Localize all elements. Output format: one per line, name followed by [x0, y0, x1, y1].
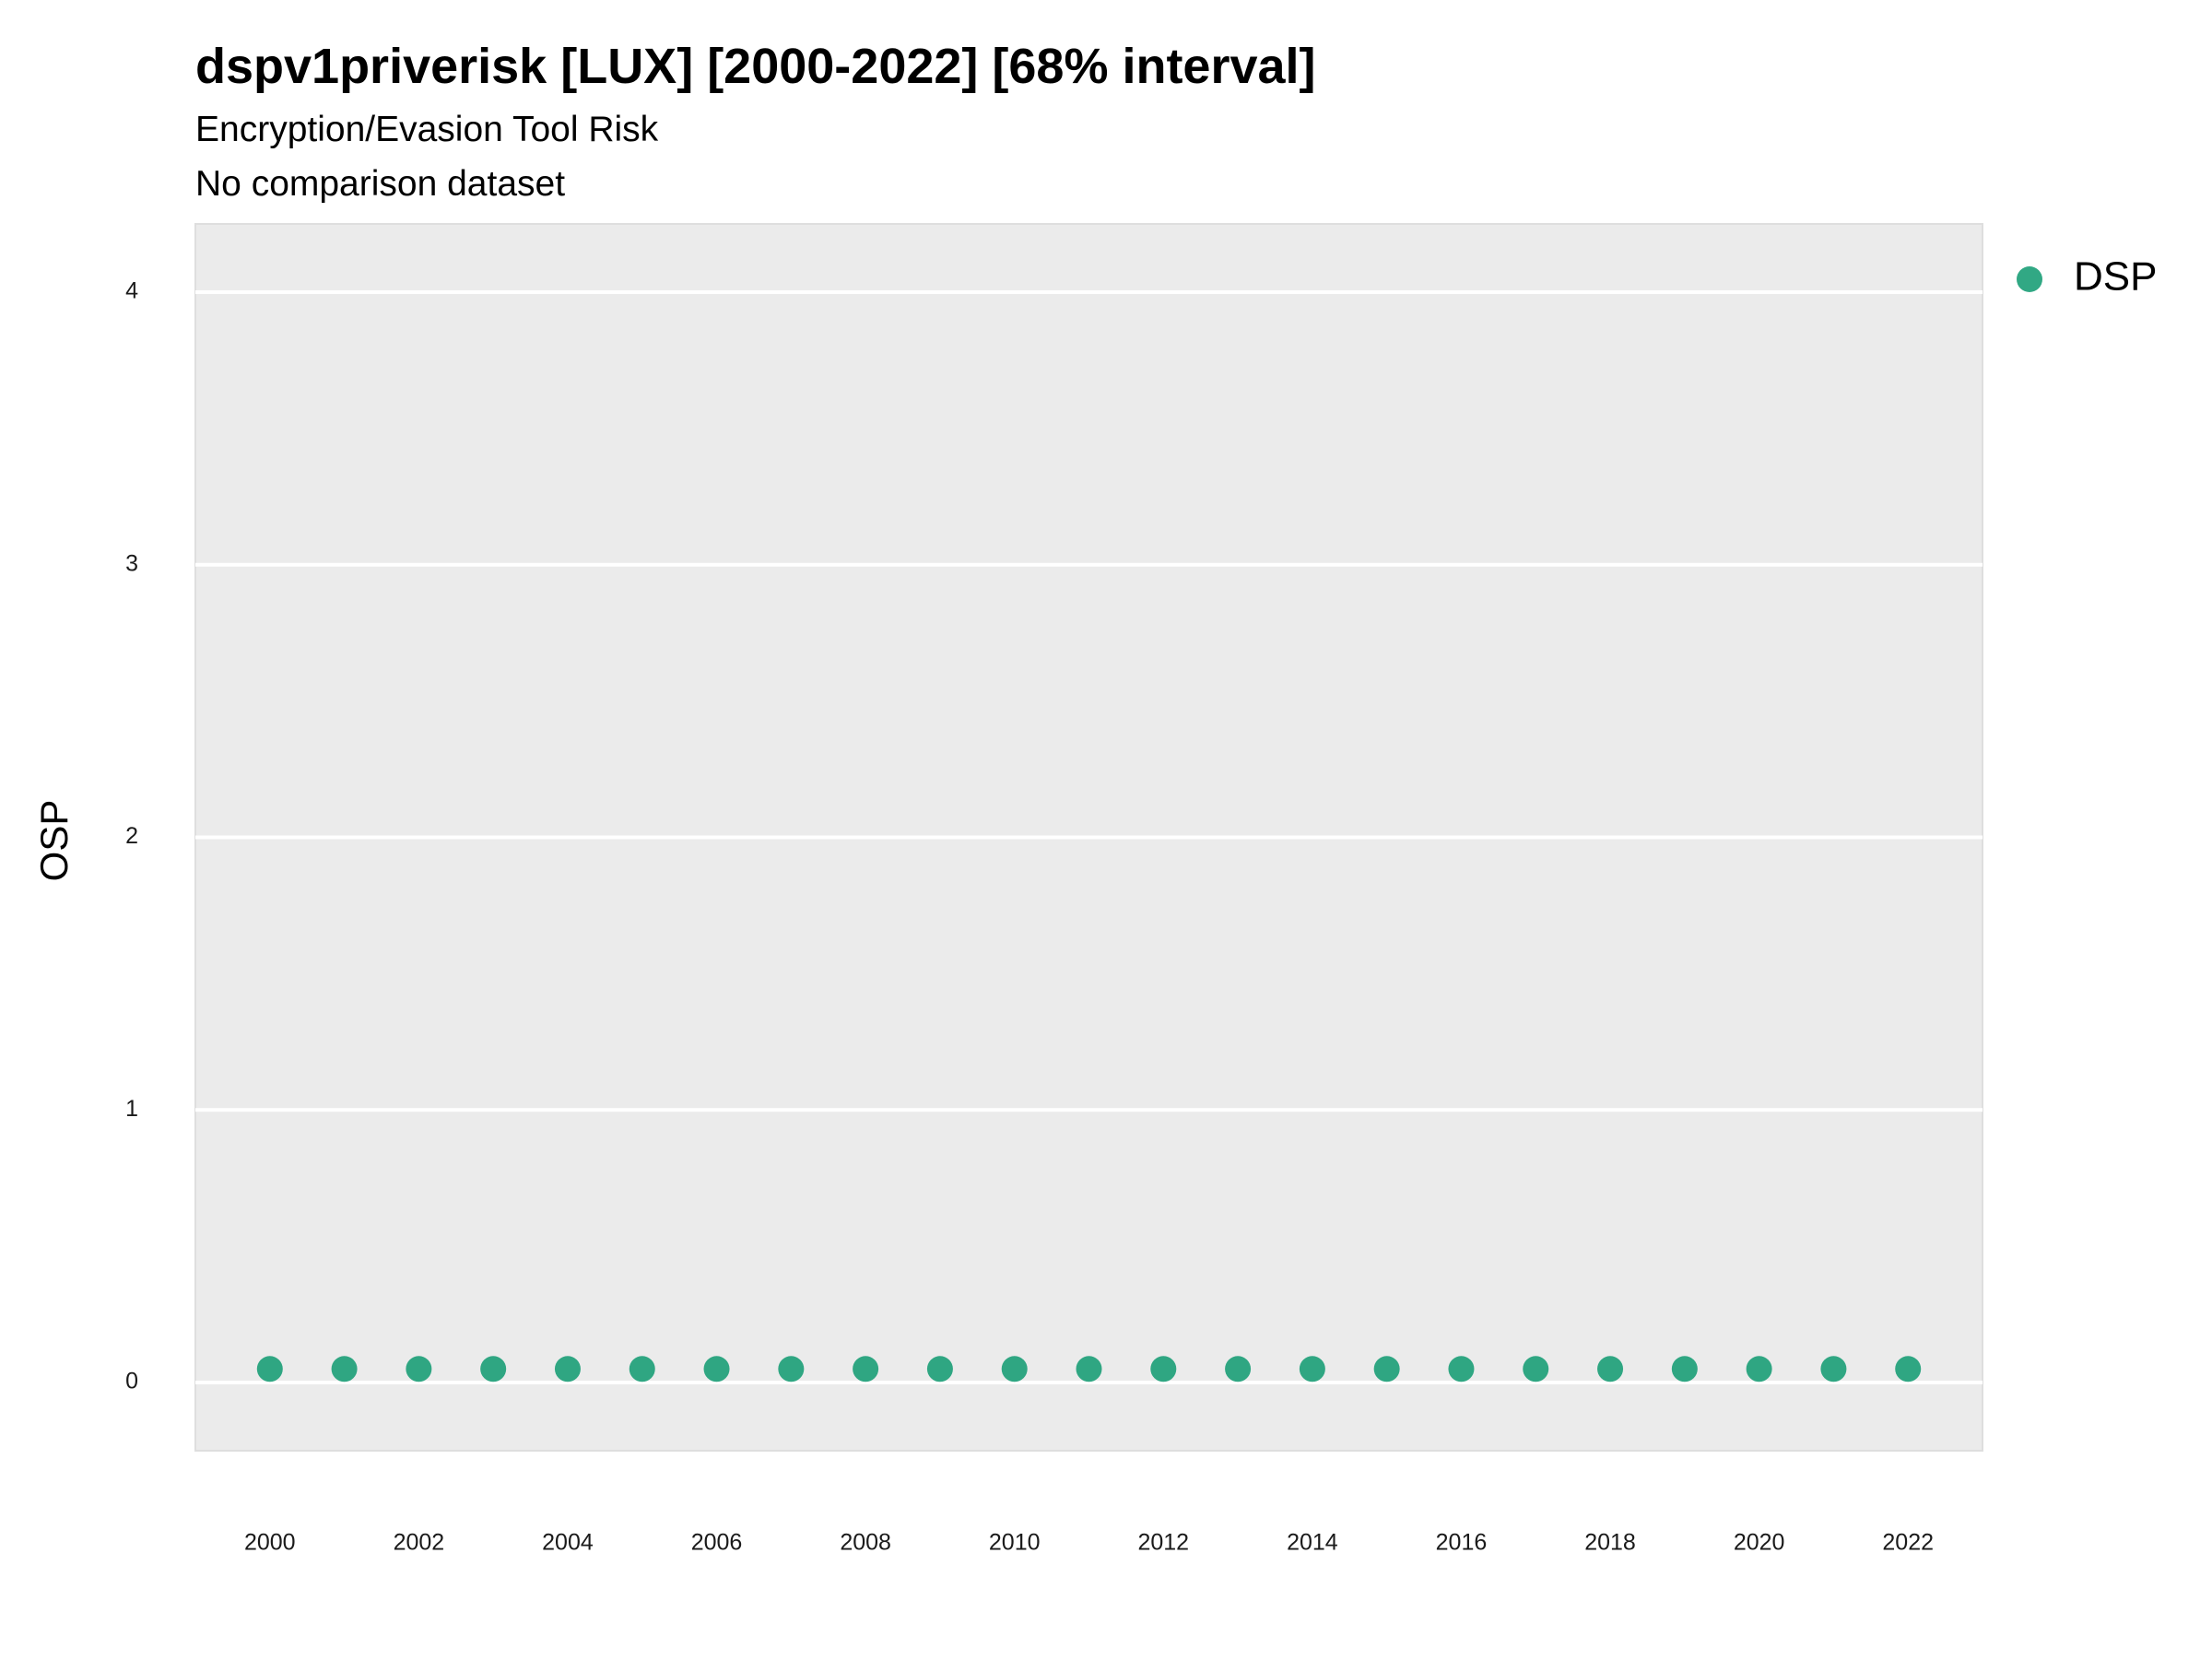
data-point [1373, 1356, 1400, 1382]
data-point [1895, 1356, 1922, 1382]
y-axis-title: OSP [32, 800, 76, 882]
x-tick-label: 2004 [542, 1530, 594, 1556]
x-tick-label: 2022 [1882, 1530, 1934, 1556]
data-point [629, 1356, 655, 1382]
chart-title: dspv1priverisk [LUX] [2000-2022] [68% in… [195, 39, 1316, 94]
x-tick-label: 2002 [394, 1530, 445, 1556]
y-tick-label: 4 [125, 278, 138, 304]
x-tick-label: 2006 [691, 1530, 743, 1556]
data-point [1671, 1356, 1698, 1382]
data-point [554, 1356, 581, 1382]
data-point [331, 1356, 358, 1382]
y-tick-label: 2 [125, 823, 138, 849]
x-tick-label: 2012 [1137, 1530, 1189, 1556]
legend-marker [2017, 266, 2042, 292]
x-tick-label: 2008 [840, 1530, 891, 1556]
data-point [1597, 1356, 1624, 1382]
data-point [1299, 1356, 1325, 1382]
data-point [256, 1356, 283, 1382]
chart-subtitle: Encryption/Evasion Tool Risk [195, 110, 659, 149]
data-point [778, 1356, 805, 1382]
y-tick-label: 1 [125, 1096, 138, 1122]
data-point [1225, 1356, 1252, 1382]
y-tick-label: 0 [125, 1369, 138, 1394]
x-tick-label: 2016 [1436, 1530, 1488, 1556]
data-point [1001, 1356, 1028, 1382]
x-tick-label: 2014 [1287, 1530, 1338, 1556]
chart-subtitle: No comparison dataset [195, 164, 565, 204]
data-point [1076, 1356, 1102, 1382]
legend-label: DSP [2074, 254, 2157, 300]
x-tick-label: 2020 [1734, 1530, 1785, 1556]
data-point [1448, 1356, 1475, 1382]
x-tick-label: 2010 [989, 1530, 1041, 1556]
data-point [1150, 1356, 1177, 1382]
x-tick-label: 2018 [1584, 1530, 1636, 1556]
data-point [703, 1356, 730, 1382]
data-point [1820, 1356, 1847, 1382]
x-tick-label: 2000 [244, 1530, 296, 1556]
data-point [853, 1356, 879, 1382]
data-point [1523, 1356, 1549, 1382]
data-point [1746, 1356, 1772, 1382]
y-tick-label: 3 [125, 550, 138, 576]
data-point [480, 1356, 507, 1382]
data-point [926, 1356, 953, 1382]
data-point [406, 1356, 432, 1382]
